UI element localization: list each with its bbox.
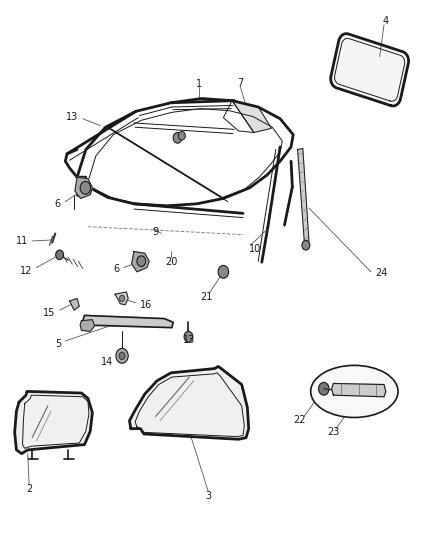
Polygon shape [83, 316, 173, 328]
Text: 23: 23 [327, 427, 339, 438]
Text: 13: 13 [183, 335, 195, 345]
Polygon shape [115, 292, 128, 305]
Polygon shape [75, 177, 92, 198]
Circle shape [116, 349, 128, 364]
Circle shape [56, 250, 64, 260]
Circle shape [120, 295, 125, 302]
Circle shape [184, 332, 193, 342]
Text: 20: 20 [165, 257, 177, 267]
Circle shape [302, 240, 310, 250]
Polygon shape [70, 298, 79, 310]
Text: 13: 13 [66, 111, 78, 122]
Circle shape [80, 181, 91, 194]
Text: 7: 7 [237, 78, 243, 88]
Text: 6: 6 [55, 199, 61, 209]
Circle shape [119, 352, 125, 360]
Circle shape [173, 133, 182, 143]
Text: 11: 11 [15, 236, 28, 246]
Text: 2: 2 [26, 484, 32, 494]
Circle shape [318, 382, 329, 395]
Circle shape [178, 132, 185, 140]
Text: 10: 10 [249, 245, 261, 254]
Polygon shape [14, 391, 92, 454]
Polygon shape [132, 252, 149, 272]
Text: 14: 14 [101, 357, 113, 367]
Text: 21: 21 [201, 292, 213, 302]
Text: 22: 22 [293, 415, 306, 425]
Text: 3: 3 [205, 491, 211, 501]
Text: 24: 24 [375, 268, 388, 278]
Polygon shape [331, 34, 409, 106]
Circle shape [218, 265, 229, 278]
Polygon shape [332, 383, 386, 397]
Polygon shape [80, 320, 95, 332]
Text: 1: 1 [196, 79, 202, 89]
Text: 6: 6 [113, 264, 120, 274]
Text: 5: 5 [55, 338, 61, 349]
Text: 9: 9 [152, 227, 159, 237]
Text: 16: 16 [140, 300, 152, 310]
Text: 15: 15 [43, 308, 55, 318]
Polygon shape [297, 149, 309, 245]
Circle shape [137, 256, 146, 266]
Text: 4: 4 [383, 16, 389, 26]
Ellipse shape [311, 366, 398, 417]
Polygon shape [232, 101, 272, 133]
Polygon shape [130, 367, 249, 439]
Text: 12: 12 [20, 266, 32, 276]
